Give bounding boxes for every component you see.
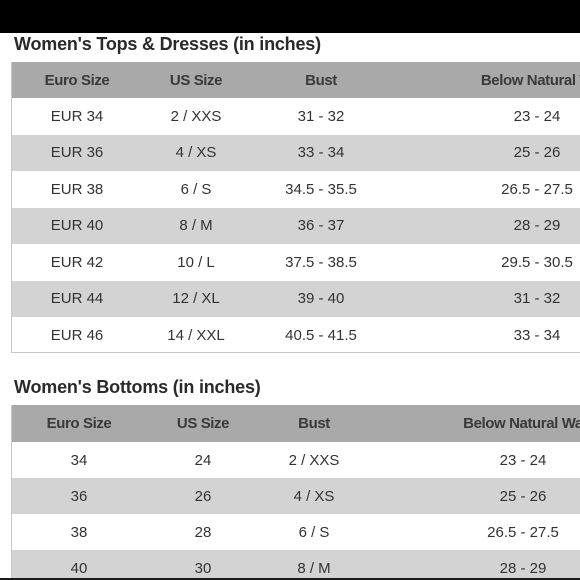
bottoms-size-table: Euro Size US Size Bust Below Natural Wa 34 24… (11, 405, 580, 580)
bottoms-table-cell: 28 (194, 523, 212, 541)
tops-table-cell: 33 - 34 (513, 326, 561, 344)
tops-header-cell: US Size (169, 71, 223, 89)
bottoms-header-cell: Euro Size (46, 415, 112, 432)
tops-table-row: EUR 40 8 / M 36 - 37 28 - 29 (11, 207, 580, 244)
tops-table-cell: 33 - 34 (297, 144, 345, 162)
bottoms-header-row: Euro Size US Size Bust Below Natural Wa (11, 405, 580, 442)
tops-table-cell: EUR 38 (50, 180, 104, 198)
tops-table-cell: EUR 44 (50, 290, 104, 308)
tops-table-cell: EUR 46 (50, 326, 104, 344)
tops-table-row: EUR 42 10 / L 37.5 - 38.5 29.5 - 30.5 (11, 244, 580, 281)
tops-table-cell: 6 / S (180, 180, 212, 198)
bottoms-table-cell: 28 - 29 (499, 559, 547, 577)
bottoms-header-cell: US Size (176, 415, 230, 432)
tops-table-row: EUR 46 14 / XXL 40.5 - 41.5 33 - 34 (11, 317, 580, 352)
bottoms-table-cell: 26 (194, 487, 212, 505)
tops-table-cell: EUR 34 (50, 107, 104, 125)
tops-table-cell: 34.5 - 35.5 (285, 180, 357, 198)
tops-table-cell: 25 - 26 (513, 144, 561, 162)
tops-table-cell: 29.5 - 30.5 (501, 253, 573, 271)
tops-table-cell: EUR 42 (50, 253, 104, 271)
tops-table-cell: 31 - 32 (297, 107, 345, 125)
bottoms-table-cell: 23 - 24 (499, 451, 547, 469)
tops-table-cell: 37.5 - 38.5 (285, 253, 357, 271)
tops-header-cell: Below Natural W (480, 71, 580, 89)
bottoms-table-row: 40 30 8 / M 28 - 29 (11, 550, 580, 580)
bottoms-table-row: 36 26 4 / XS 25 - 26 (11, 478, 580, 514)
tops-table-cell: 10 / L (177, 253, 215, 271)
tops-table-cell: 26.5 - 27.5 (501, 180, 573, 198)
bottoms-table-row: 38 28 6 / S 26.5 - 27.5 (11, 514, 580, 550)
tops-table-cell: 31 - 32 (513, 290, 561, 308)
bottoms-table-cell: 36 (70, 487, 88, 505)
tops-table-cell: 36 - 37 (297, 217, 345, 235)
tops-size-table: Euro Size US Size Bust Below Natural W EUR 3… (11, 62, 580, 352)
tops-table-row: EUR 36 4 / XS 33 - 34 25 - 26 (11, 134, 580, 171)
tops-header-cell: Bust (305, 71, 337, 89)
tops-table-cell: 28 - 29 (513, 217, 561, 235)
tops-table-cell: 12 / XL (172, 290, 220, 308)
bottoms-table-cell: 40 (70, 559, 88, 577)
bottoms-header-cell: Bust (298, 415, 330, 432)
bottoms-table-row: 34 24 2 / XXS 23 - 24 (11, 442, 580, 478)
bottoms-table-cell: 25 - 26 (499, 487, 547, 505)
tops-table-cell: EUR 40 (50, 217, 104, 235)
tops-table-bottom-border (11, 352, 580, 353)
tops-table-cell: 23 - 24 (513, 107, 561, 125)
tops-header-row: Euro Size US Size Bust Below Natural W (11, 62, 580, 98)
tops-header-cell: Euro Size (44, 71, 110, 89)
tops-table-row: EUR 38 6 / S 34.5 - 35.5 26.5 - 27.5 (11, 171, 580, 208)
tops-table-left-border (11, 62, 12, 353)
bottoms-table-cell: 30 (194, 559, 212, 577)
bottoms-table-cell: 26.5 - 27.5 (487, 523, 559, 541)
tops-table-row: EUR 34 2 / XXS 31 - 32 23 - 24 (11, 98, 580, 135)
tops-table-cell: 2 / XXS (170, 107, 222, 125)
bottoms-table-cell: 8 / M (297, 559, 331, 577)
bottom-edge-line (0, 578, 580, 580)
bottoms-table-cell: 6 / S (298, 523, 330, 541)
bottoms-table-cell: 38 (70, 523, 88, 541)
bottoms-table-cell: 34 (70, 451, 88, 469)
bottoms-table-cell: 24 (194, 451, 212, 469)
bottoms-table-title: Women's Bottoms (in inches) (14, 377, 261, 397)
bottoms-table-cell: 2 / XXS (288, 451, 340, 469)
bottoms-table-left-border (11, 405, 12, 580)
tops-table-cell: 40.5 - 41.5 (285, 326, 357, 344)
tops-table-cell: EUR 36 (50, 144, 104, 162)
bottoms-header-cell: Below Natural Wa (463, 415, 580, 432)
tops-table-cell: 8 / M (179, 217, 213, 235)
tops-table-title: Women's Tops & Dresses (in inches) (14, 34, 321, 54)
top-black-bar (0, 0, 580, 33)
tops-table-cell: 39 - 40 (297, 290, 345, 308)
tops-table-cell: 4 / XS (175, 144, 217, 162)
tops-table-row: EUR 44 12 / XL 39 - 40 31 - 32 (11, 280, 580, 317)
bottoms-table-cell: 4 / XS (293, 487, 335, 505)
tops-table-cell: 14 / XXL (167, 326, 225, 344)
